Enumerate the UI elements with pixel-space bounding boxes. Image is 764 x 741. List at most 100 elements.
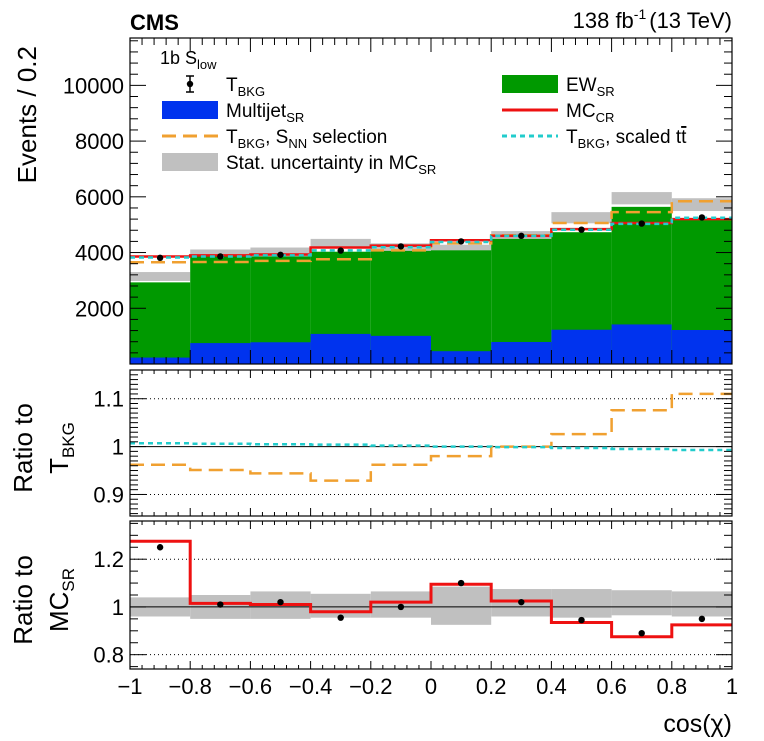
x-tick-label: 0.2 <box>476 674 507 699</box>
lumi-exponent: -1 <box>634 6 647 22</box>
x-tick-label: −0.8 <box>168 674 211 699</box>
snn-line <box>130 200 732 264</box>
snn-ratio-line <box>130 392 732 482</box>
svg-text:TBKG: TBKG <box>44 422 78 474</box>
y-tick-label: 6000 <box>75 185 124 210</box>
stat-band-bin <box>310 238 371 248</box>
y-tick-label: 0.8 <box>93 643 124 668</box>
lumi-value: 138 fb <box>573 8 634 33</box>
legend-marker-icon <box>186 80 194 88</box>
x-tick-labels: −1 −0.8 −0.6 −0.4 −0.2 0 0.2 0.4 0.6 0.8 1 <box>117 674 738 699</box>
y-tick-label: 10000 <box>63 73 124 98</box>
legend-entry-tbkg: TBKG <box>186 75 265 99</box>
legend-entry-multijet: MultijetSR <box>162 101 304 125</box>
lumi-label: 138 fb-1 (13 TeV) <box>573 6 732 33</box>
ratio1-panel <box>130 392 732 495</box>
tbkg-ratio-point <box>518 598 525 606</box>
y-tick-label: 2000 <box>75 296 124 321</box>
axes-frame-1: 2000 4000 6000 8000 10000 <box>63 37 733 365</box>
x-tick-label: 0.8 <box>657 674 688 699</box>
tbkg-ratio-point <box>337 614 344 621</box>
tbkg-point <box>518 232 525 240</box>
multijet-bar <box>130 357 191 364</box>
tbkg-ratio-point <box>397 603 405 611</box>
stat-ratio-band-bin <box>310 593 371 618</box>
x-tick-label: 0.4 <box>536 674 567 699</box>
tbkg-point <box>217 253 224 260</box>
stat-ratio-band-bin <box>611 590 672 616</box>
main-panel <box>130 192 732 364</box>
tbkg-point <box>578 226 585 233</box>
tbkg-point <box>277 251 284 258</box>
y-tick-label: 1.2 <box>93 547 124 572</box>
legend: TBKG EWSR MultijetSR MCCR TBKG, SNN selectio… <box>162 75 687 177</box>
y-tick-label: 8000 <box>75 129 124 154</box>
legend-swatch-icon <box>502 75 558 93</box>
x-tick-label: 0.6 <box>596 674 627 699</box>
multijet-bar <box>190 343 251 364</box>
x-tick-label: −0.2 <box>349 674 392 699</box>
tbkg-point <box>397 243 405 250</box>
legend-label: TBKG, SNN selection <box>226 127 387 151</box>
ew-bar <box>431 250 492 364</box>
energy-label: (13 TeV) <box>649 8 732 33</box>
legend-label: MCCR <box>566 101 614 125</box>
multijet-bar <box>551 329 612 364</box>
tbkg-ratio-point <box>578 616 585 624</box>
legend-label: EWSR <box>566 75 615 99</box>
stat-ratio-band-bin <box>431 586 492 625</box>
stat-ratio-band-bin <box>551 589 612 618</box>
multijet-bar <box>370 335 431 364</box>
xlabel: cos(χ) <box>663 710 732 738</box>
scaledtt-ratio-line <box>130 441 732 452</box>
stat-ratio-band-bin <box>671 591 732 617</box>
svg-text:MCSR: MCSR <box>44 568 78 632</box>
x-tick-label: −1 <box>117 674 142 699</box>
y-tick-label: 4000 <box>75 241 124 266</box>
ew-bar <box>130 282 191 364</box>
y-tick-label: 1.1 <box>93 387 124 412</box>
legend-entry-snn: TBKG, SNN selection <box>162 127 387 151</box>
legend-label: Stat. uncertainty in MCSR <box>226 153 436 177</box>
stat-band-bin <box>130 272 191 281</box>
tbkg-point <box>337 247 344 254</box>
ratio2-panel <box>130 539 732 656</box>
tbkg-ratio-point <box>638 629 645 637</box>
y-tick-label: 0.9 <box>93 482 124 507</box>
tbkg-ratio-point <box>156 544 164 551</box>
legend-label: TBKG <box>226 75 265 99</box>
main-ylabel: Events / 0.2 <box>12 46 42 183</box>
x-tick-label: −0.4 <box>289 674 332 699</box>
multijet-bar <box>310 333 371 364</box>
stat-band-bin <box>551 212 612 224</box>
legend-entry-scaledtt: TBKG, scaled tt <box>502 127 687 151</box>
x-tick-label: 0 <box>425 674 437 699</box>
tbkg-point <box>698 214 706 221</box>
axes-frame-2: 0.9 1 1.1 <box>93 369 733 517</box>
tbkg-point <box>457 238 465 245</box>
multijet-bar <box>611 324 672 364</box>
multijet-bar <box>250 342 311 364</box>
stat-band-bin <box>431 244 492 255</box>
multijet-bar <box>491 341 552 364</box>
tbkg-ratio-point <box>277 598 284 606</box>
multijet-bar <box>431 351 492 364</box>
legend-swatch-icon <box>162 153 218 171</box>
svg-text:Ratio to: Ratio to <box>8 555 38 645</box>
ratio1-ylabel: Ratio to TBKG <box>8 403 78 493</box>
svg-text:Ratio to: Ratio to <box>8 403 38 493</box>
multijet-bar <box>671 330 732 364</box>
legend-swatch-icon <box>162 101 218 119</box>
legend-entry-stat: Stat. uncertainty in MCSR <box>162 153 436 177</box>
x-tick-label: 1 <box>726 674 738 699</box>
legend-entry-ew: EWSR <box>502 75 615 99</box>
mccr-ratio-line <box>130 539 732 639</box>
cms-label: CMS <box>130 10 179 35</box>
tbkg-ratio-point <box>698 615 706 623</box>
tbkg-ratio-point <box>457 579 465 587</box>
y-tick-label: 1 <box>112 595 124 620</box>
stat-band-bin <box>611 192 672 205</box>
legend-entry-mccr: MCCR <box>502 101 614 125</box>
axes-frame-3: 0.8 1 1.2 <box>93 520 733 670</box>
